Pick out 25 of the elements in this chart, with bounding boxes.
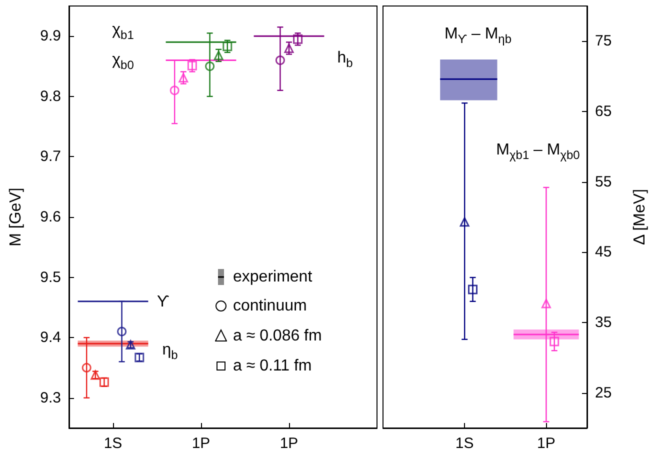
y2-tick-label: 55 xyxy=(595,173,612,190)
y2-tick-label: 35 xyxy=(595,314,612,331)
y2-tick-label: 75 xyxy=(595,32,612,50)
x-tick-label: 1P xyxy=(537,435,556,452)
y2-tick-label: 45 xyxy=(595,244,612,261)
y2-tick-label: 25 xyxy=(595,384,612,402)
y-tick-label: 9.4 xyxy=(40,329,61,346)
x-tick-label: 1P xyxy=(280,435,298,452)
annotation: a ≈ 0.086 fm xyxy=(233,328,322,344)
x-tick-label: 1P xyxy=(192,435,210,452)
y-tick-label: 9.8 xyxy=(40,88,61,105)
y-tick-label: 9.7 xyxy=(40,148,61,166)
annotation: a ≈ 0.11 fm xyxy=(233,358,312,374)
y2-axis-title: Δ [MeV] xyxy=(632,188,648,246)
y-axis-title: M [GeV] xyxy=(8,188,24,246)
y2-tick-label: 65 xyxy=(595,103,612,120)
y-tick-label: 9.3 xyxy=(40,389,61,406)
y-tick-label: 9.6 xyxy=(40,208,61,226)
annotation: experiment xyxy=(233,268,313,286)
annotation: continuum xyxy=(233,298,307,314)
y-tick-label: 9.9 xyxy=(40,28,61,45)
y-tick-label: 9.5 xyxy=(40,268,61,286)
annotation: ϒ xyxy=(156,294,170,310)
x-tick-label: 1S xyxy=(104,435,122,452)
x-tick-label: 1S xyxy=(455,435,474,452)
